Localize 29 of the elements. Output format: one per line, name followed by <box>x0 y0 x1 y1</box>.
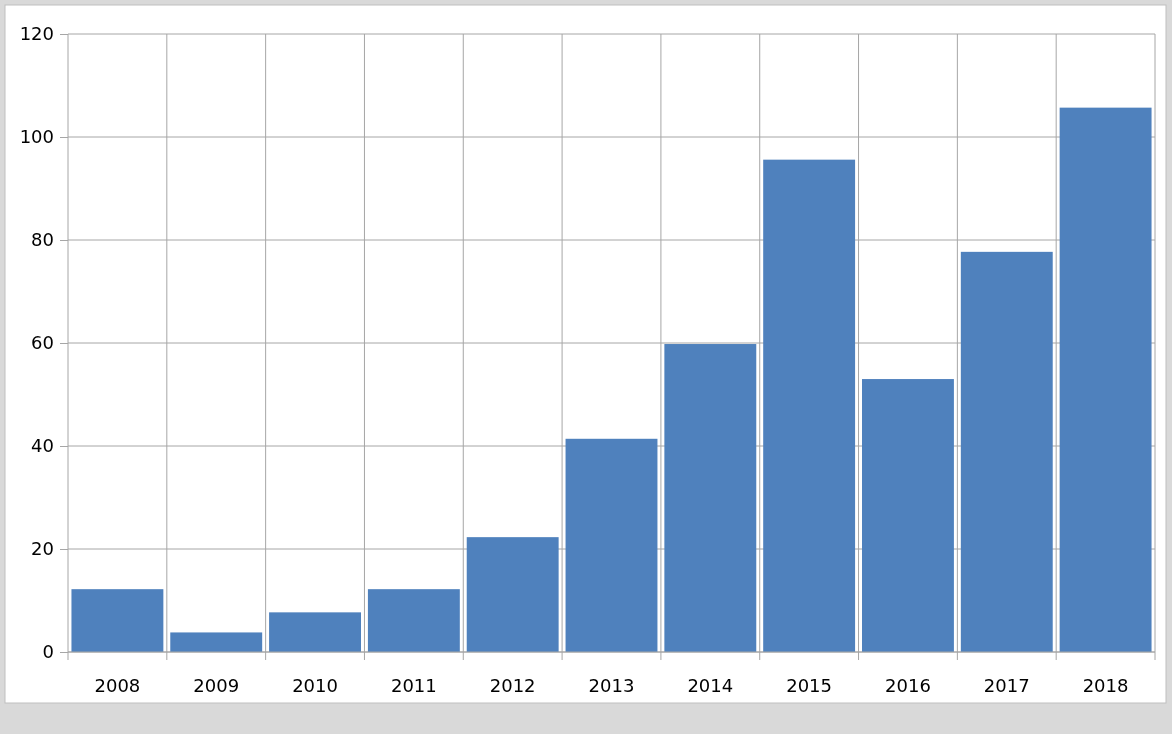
bar <box>960 251 1053 652</box>
y-tick-label: 0 <box>42 641 54 663</box>
x-tick-label: 2012 <box>489 675 536 696</box>
bar <box>763 159 856 652</box>
y-tick-label: 40 <box>31 435 54 457</box>
y-tick-label: 100 <box>19 126 54 148</box>
x-tick-label: 2014 <box>687 675 734 696</box>
x-tick-label: 2018 <box>1082 675 1129 696</box>
x-tick-label: 2008 <box>94 675 141 696</box>
x-tick-label: 2015 <box>786 675 833 696</box>
y-tick-label: 80 <box>31 229 54 251</box>
x-tick-label: 2010 <box>292 675 338 696</box>
bar <box>664 344 757 652</box>
bar <box>466 537 559 652</box>
bar <box>170 632 263 652</box>
bar <box>565 438 658 652</box>
y-tick-label: 20 <box>31 538 54 560</box>
y-tick-label: 60 <box>31 332 54 354</box>
x-tick-label: 2009 <box>193 675 240 696</box>
x-tick-label: 2017 <box>983 675 1030 696</box>
x-tick-label: 2011 <box>390 675 437 696</box>
bar <box>862 379 954 652</box>
bar <box>269 612 361 652</box>
y-tick-label: 120 <box>19 23 54 45</box>
x-tick-label: 2016 <box>885 675 931 696</box>
bar <box>71 589 164 652</box>
x-tick-label: 2013 <box>588 675 635 696</box>
bar <box>1059 107 1152 652</box>
bar <box>367 589 460 652</box>
